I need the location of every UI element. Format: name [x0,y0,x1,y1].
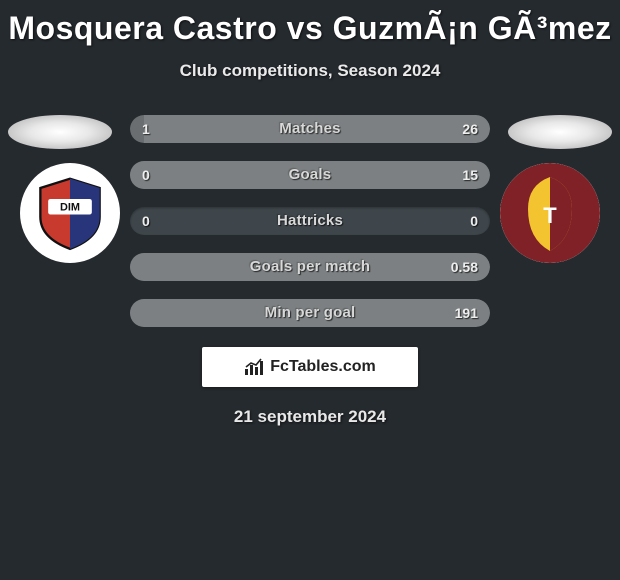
stat-value-right: 0 [470,207,478,235]
date-label: 21 september 2024 [0,407,620,427]
player-right-photo [508,115,612,149]
stat-value-right: 191 [455,299,478,327]
stat-row: Goals0 15 [130,161,490,189]
stat-value-left: 1 [142,115,150,143]
stat-row: Matches1 26 [130,115,490,143]
subtitle: Club competitions, Season 2024 [0,61,620,81]
svg-text:T: T [543,203,557,228]
stat-row: Min per goal191 [130,299,490,327]
stat-value-right: 15 [462,161,478,189]
stat-row: Goals per match0.58 [130,253,490,281]
stat-label: Goals per match [130,253,490,281]
brand-text: FcTables.com [270,358,376,376]
club-right-badge: T [500,163,600,263]
club-left-badge: DIM [20,163,120,263]
club-right-shield-icon: T [500,163,600,263]
stat-value-left: 0 [142,207,150,235]
stat-label: Goals [130,161,490,189]
stat-label: Matches [130,115,490,143]
stat-value-right: 0.58 [451,253,478,281]
stat-label: Min per goal [130,299,490,327]
stat-value-right: 26 [462,115,478,143]
svg-text:DIM: DIM [60,202,80,214]
stat-bars: Matches126Goals015Hattricks00Goals per m… [130,115,490,345]
player-left-photo [8,115,112,149]
stat-row: Hattricks0 0 [130,207,490,235]
club-left-shield-icon: DIM [31,174,109,252]
chart-icon [244,358,266,376]
stat-label: Hattricks [130,207,490,235]
stat-value-left: 0 [142,161,150,189]
page-title: Mosquera Castro vs GuzmÃ¡n GÃ³mez [0,0,620,47]
brand-badge[interactable]: FcTables.com [202,347,418,387]
